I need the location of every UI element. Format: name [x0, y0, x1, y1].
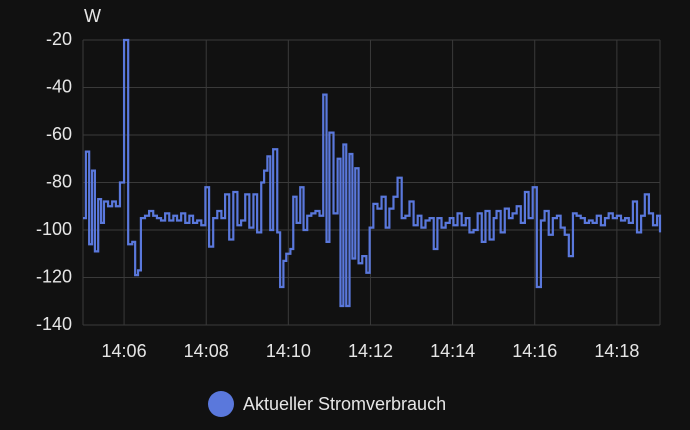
x-tick-label: 14:14 — [430, 341, 475, 361]
legend-marker — [208, 391, 234, 417]
y-tick-label: -80 — [46, 171, 72, 191]
x-tick-label: 14:06 — [102, 341, 147, 361]
y-axis-label: W — [84, 6, 101, 26]
x-tick-label: 14:10 — [266, 341, 311, 361]
data-line — [83, 38, 662, 308]
x-tick-label: 14:16 — [512, 341, 557, 361]
y-tick-label: -40 — [46, 76, 72, 96]
x-tick-label: 14:18 — [594, 341, 639, 361]
legend-label: Aktueller Stromverbrauch — [243, 394, 446, 414]
y-tick-label: -140 — [36, 314, 72, 334]
x-tick-label: 14:12 — [348, 341, 393, 361]
y-tick-label: -20 — [46, 29, 72, 49]
y-tick-label: -100 — [36, 219, 72, 239]
y-tick-label: -120 — [36, 266, 72, 286]
y-tick-label: -60 — [46, 124, 72, 144]
x-tick-label: 14:08 — [184, 341, 229, 361]
